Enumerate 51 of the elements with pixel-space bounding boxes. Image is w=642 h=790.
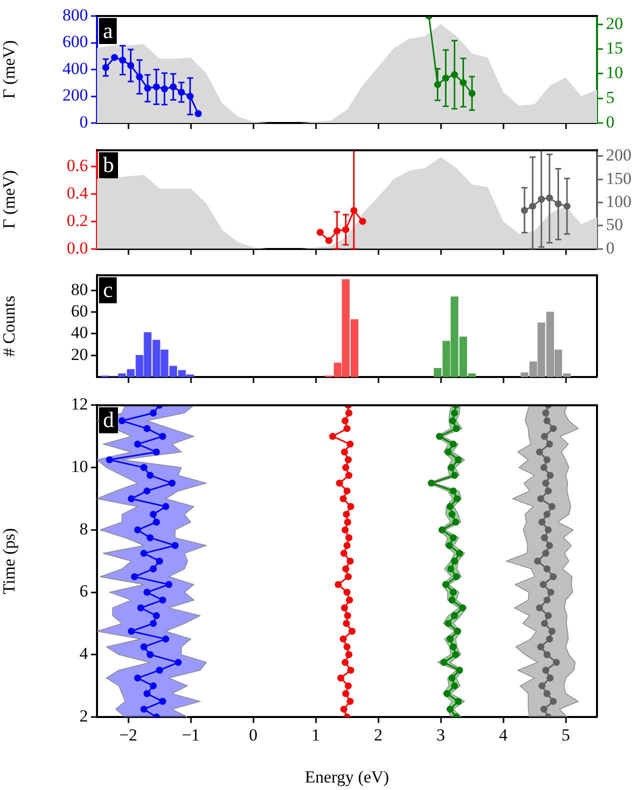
- annotation: b: [103, 152, 114, 177]
- x-tick-label: −1: [182, 726, 200, 745]
- y2-tick-label: 200: [606, 146, 632, 165]
- annotation: a: [103, 18, 113, 43]
- point: [359, 218, 366, 225]
- y2-tick-label: 10: [606, 63, 623, 82]
- y-tick-label: 0.4: [66, 183, 88, 202]
- x-tick-label: 2: [374, 726, 382, 745]
- y2-tick-label: 0: [606, 112, 614, 132]
- x-axis-title: Energy (eV): [304, 767, 390, 786]
- y2-tick-label: 0: [606, 238, 614, 258]
- y2-tick-label: 50: [606, 215, 623, 234]
- y-tick-label: 12: [71, 394, 88, 414]
- y2-tick-label: 100: [606, 192, 632, 211]
- y-axis-title: # Counts: [0, 296, 19, 357]
- x-tick-label: −2: [119, 726, 138, 745]
- y-tick-label: 0.2: [66, 210, 88, 230]
- y-tick-label: 0.0: [66, 238, 88, 258]
- x-tick-label: 4: [499, 726, 508, 745]
- y-tick-label: 200: [62, 86, 88, 105]
- y-tick-label: 60: [71, 301, 88, 320]
- y-tick-label: 4: [80, 644, 88, 664]
- x-tick-label: 3: [436, 726, 445, 745]
- y-tick-label: 0: [80, 112, 88, 132]
- y-tick-label: 800: [62, 5, 88, 24]
- y2-tick-label: 15: [606, 38, 623, 58]
- y-axis-title: Γ (meV): [0, 170, 19, 229]
- y-tick-label: 2: [80, 706, 88, 726]
- y-tick-label: 6: [80, 582, 88, 601]
- point: [325, 237, 332, 244]
- y-tick-label: 400: [62, 58, 88, 78]
- annotation: d: [103, 406, 114, 432]
- y-tick-label: 600: [62, 32, 88, 52]
- y-tick-label: 40: [71, 323, 88, 342]
- point: [316, 228, 324, 236]
- x-tick-label: 5: [562, 726, 570, 745]
- y-axis-title: Time (ps): [0, 528, 19, 594]
- y-tick-label: 8: [80, 519, 88, 538]
- y-tick-label: 0.6: [66, 156, 88, 176]
- point: [111, 54, 118, 61]
- y-tick-label: 20: [71, 344, 88, 364]
- y-tick-label: 80: [71, 280, 88, 299]
- y2-tick-label: 150: [606, 168, 632, 188]
- point: [194, 110, 202, 118]
- y2-tick-label: 5: [606, 88, 614, 107]
- y-axis-title: Γ (meV): [0, 40, 19, 99]
- y2-tick-label: 20: [606, 14, 623, 33]
- annotation: c: [103, 276, 113, 302]
- x-tick-label: 0: [249, 726, 258, 745]
- x-tick-label: 1: [312, 726, 320, 745]
- y-tick-label: 10: [71, 457, 88, 476]
